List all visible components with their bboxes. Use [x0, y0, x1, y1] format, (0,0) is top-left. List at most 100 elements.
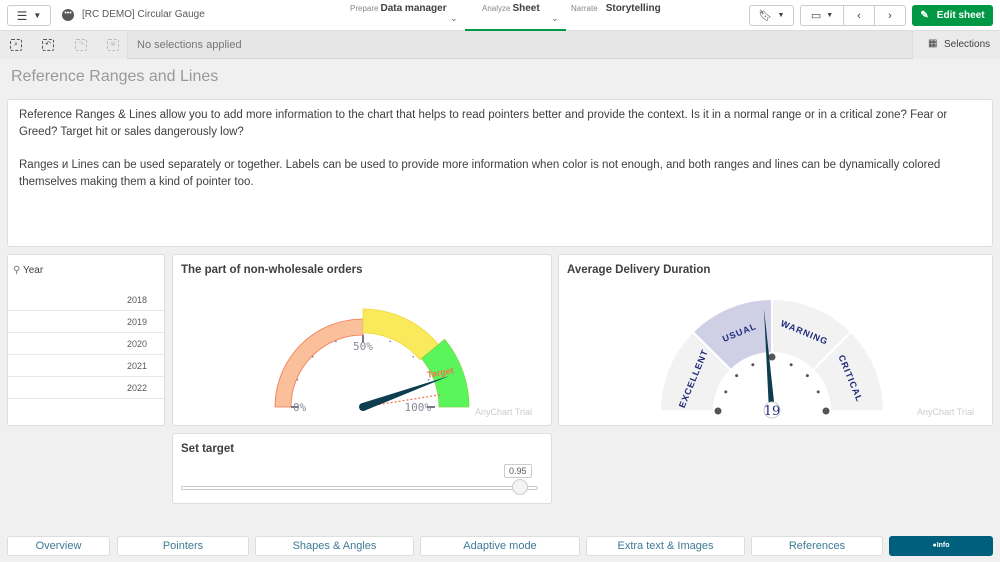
bookmark-button[interactable]: 🔖︎ ▼ [749, 5, 794, 26]
minor-tick [335, 340, 337, 343]
clear-selections-icon: ⊗ [107, 39, 119, 51]
chart-title: The part of non-wholesale orders [181, 264, 363, 276]
search-icon: ⚲ [13, 265, 21, 276]
slider-title: Set target [181, 443, 235, 455]
range-band [362, 308, 440, 361]
description-text: Reference Ranges & Lines allow you to ad… [7, 99, 993, 247]
app-icon: ••• [62, 9, 74, 21]
tab-extra-text-images[interactable]: Extra text & Images [586, 536, 745, 556]
step-forward-icon: ↷ [75, 39, 87, 51]
minor-tick [735, 374, 739, 378]
major-tick [768, 353, 776, 361]
caret-down-icon: ▼ [777, 12, 785, 19]
nav-small: Narrate [571, 4, 598, 13]
gauge2-card: Average Delivery Duration EXCELLENT USUAL… [558, 254, 993, 426]
selection-status: No selections applied [137, 39, 242, 51]
minor-tick [805, 374, 809, 378]
description-paragraph: Reference Ranges & Lines allow you to ad… [19, 109, 948, 138]
tab-info[interactable]: ●Info [889, 536, 993, 556]
minor-tick [751, 363, 755, 367]
range-band [811, 330, 886, 412]
list-item[interactable]: 2019 [8, 311, 164, 333]
selections-button[interactable]: ▦ Selections [912, 31, 1000, 59]
chevron-down-icon: ⌄ [450, 13, 458, 23]
needle [361, 375, 450, 411]
value-label: 19 [764, 404, 781, 419]
nav-label: Storytelling [605, 3, 661, 14]
major-tick [822, 407, 830, 415]
list-item[interactable]: 2021 [8, 355, 164, 377]
nav-narrate[interactable]: Narrate Storytelling [571, 0, 661, 31]
watermark: AnyChart Trial [917, 407, 975, 417]
range-band [420, 338, 470, 408]
minor-tick [816, 390, 820, 394]
needle-cap [359, 403, 367, 411]
nav-small: Prepare [350, 4, 379, 13]
selections-label: Selections [944, 39, 991, 50]
minor-tick [311, 355, 314, 358]
year-filter[interactable]: ⚲ Year 2018 2019 2020 2021 2022 [7, 254, 165, 426]
page-title: Reference Ranges and Lines [11, 68, 219, 85]
list-item[interactable]: 2020 [8, 333, 164, 355]
smart-search-icon[interactable]: ⌕ [10, 39, 22, 51]
chevron-down-icon: ⌄ [551, 13, 559, 23]
caret-down-icon: ▼ [826, 12, 834, 19]
tab-adaptive-mode[interactable]: Adaptive mode [420, 536, 580, 556]
nav-analyze[interactable]: Analyze Sheet ⌄ [465, 0, 566, 31]
gauge1-card: The part of non-wholesale orders 0% 50% 10… [172, 254, 552, 426]
previous-sheet-button[interactable]: ‹ [843, 5, 875, 26]
minor-tick [724, 390, 728, 394]
info-icon: ● [932, 542, 937, 549]
chart-title: Average Delivery Duration [567, 264, 711, 276]
present-button[interactable]: ▭ ▼ [800, 5, 844, 26]
selection-tools: ⌕ ↶ ↷ ⊗ [0, 31, 128, 59]
axis-label: 100% [405, 401, 432, 414]
minor-tick [427, 379, 430, 381]
hamburger-icon: ☰ [16, 8, 28, 23]
nav-label: Data manager [380, 3, 447, 14]
slider-track[interactable] [181, 486, 538, 490]
slider-thumb[interactable] [512, 479, 529, 495]
minor-tick [389, 340, 391, 343]
target-label: Target [426, 365, 454, 380]
app-title: [RC DEMO] Circular Gauge [82, 9, 205, 20]
bookmark-icon: 🔖︎ [758, 10, 773, 22]
needle [763, 308, 775, 412]
tab-info-label: Info [936, 542, 950, 549]
menu-button[interactable]: ☰ ▼ [7, 5, 51, 26]
watermark: AnyChart Trial [475, 407, 533, 417]
axis-label: 0% [293, 401, 307, 414]
nav-label: Sheet [512, 3, 540, 14]
pencil-icon: ✎ [920, 10, 929, 21]
top-bar: ☰ ▼ ••• [RC DEMO] Circular Gauge Prepare D… [0, 0, 1000, 31]
slider-value: 0.95 [504, 464, 532, 478]
major-tick [714, 407, 722, 415]
nav-small: Analyze [482, 4, 511, 13]
chevron-left-icon: ‹ [857, 9, 861, 22]
list-item[interactable]: 2018 [8, 289, 164, 311]
screen-icon: ▭ [810, 10, 822, 22]
value-badge [763, 401, 781, 419]
year-filter-header[interactable]: ⚲ Year [13, 265, 43, 276]
step-back-icon[interactable]: ↶ [42, 39, 54, 51]
tab-references[interactable]: References [751, 536, 883, 556]
list-item[interactable]: 2022 [8, 377, 164, 399]
minor-tick [296, 379, 299, 381]
gauge1-chart: 0% 50% 100% Target [274, 308, 470, 414]
edit-sheet-label: Edit sheet [936, 10, 985, 21]
tab-overview[interactable]: Overview [7, 536, 110, 556]
chevron-right-icon: › [888, 9, 892, 22]
tab-pointers[interactable]: Pointers [117, 536, 249, 556]
caret-down-icon: ▼ [33, 11, 42, 20]
nav-prepare[interactable]: Prepare Data manager ⌄ [350, 0, 462, 31]
edit-sheet-button[interactable]: ✎ Edit sheet [912, 5, 993, 26]
tab-shapes-angles[interactable]: Shapes & Angles [255, 536, 414, 556]
selection-bar: ⌕ ↶ ↷ ⊗ No selections applied ▦ Selection… [0, 31, 1000, 59]
minor-tick [789, 363, 793, 367]
filter-label: Year [22, 265, 44, 276]
range-band [274, 318, 364, 408]
minor-tick [412, 355, 415, 358]
next-sheet-button[interactable]: › [874, 5, 906, 26]
axis-label: 50% [353, 340, 373, 353]
set-target-card: Set target 0.95 [172, 433, 552, 504]
